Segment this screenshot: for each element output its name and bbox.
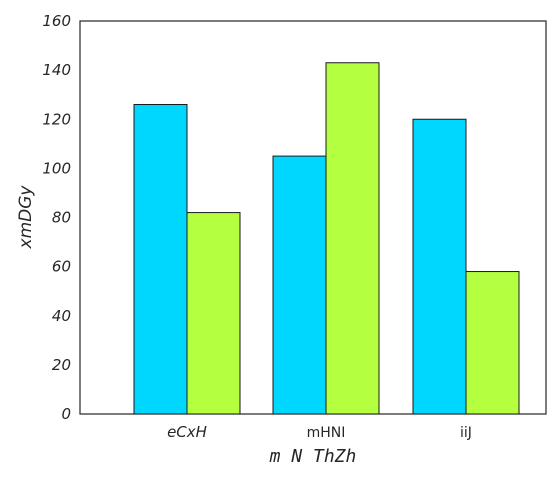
x-tick-label-mHNI: mHNI xyxy=(307,425,346,441)
bar-mHNI-series-2 xyxy=(325,62,380,415)
y-tick-label-7: 140 xyxy=(42,61,71,79)
y-tick-label-3: 60 xyxy=(52,258,71,276)
y-tick-label-5: 100 xyxy=(42,159,71,177)
bar-iiJ-series-1 xyxy=(412,118,467,415)
y-axis-label: xmDGy xyxy=(16,185,36,250)
bar-eCxH-series-2 xyxy=(186,212,241,415)
y-tick-label-0: 0 xyxy=(61,405,71,423)
bars-group xyxy=(133,62,520,415)
y-tick-label-6: 120 xyxy=(42,110,71,128)
bar-mHNI-series-1 xyxy=(272,155,327,415)
bar-iiJ-series-2 xyxy=(465,271,520,415)
bar-eCxH-series-1 xyxy=(133,104,188,415)
x-tick-label-eCxH: eCxH xyxy=(167,423,207,441)
x-tick-label-iiJ: iiJ xyxy=(460,425,472,441)
y-tick-label-8: 160 xyxy=(42,12,71,30)
y-tick-labels: 0 20 40 60 80 100 120 140 160 xyxy=(42,12,71,423)
y-tick-label-1: 20 xyxy=(52,356,71,374)
x-axis-label: m N ThZh xyxy=(269,446,357,467)
x-tick-labels: eCxH mHNI iiJ xyxy=(167,423,472,441)
y-tick-label-2: 40 xyxy=(52,307,71,325)
y-tick-label-4: 80 xyxy=(52,209,71,227)
